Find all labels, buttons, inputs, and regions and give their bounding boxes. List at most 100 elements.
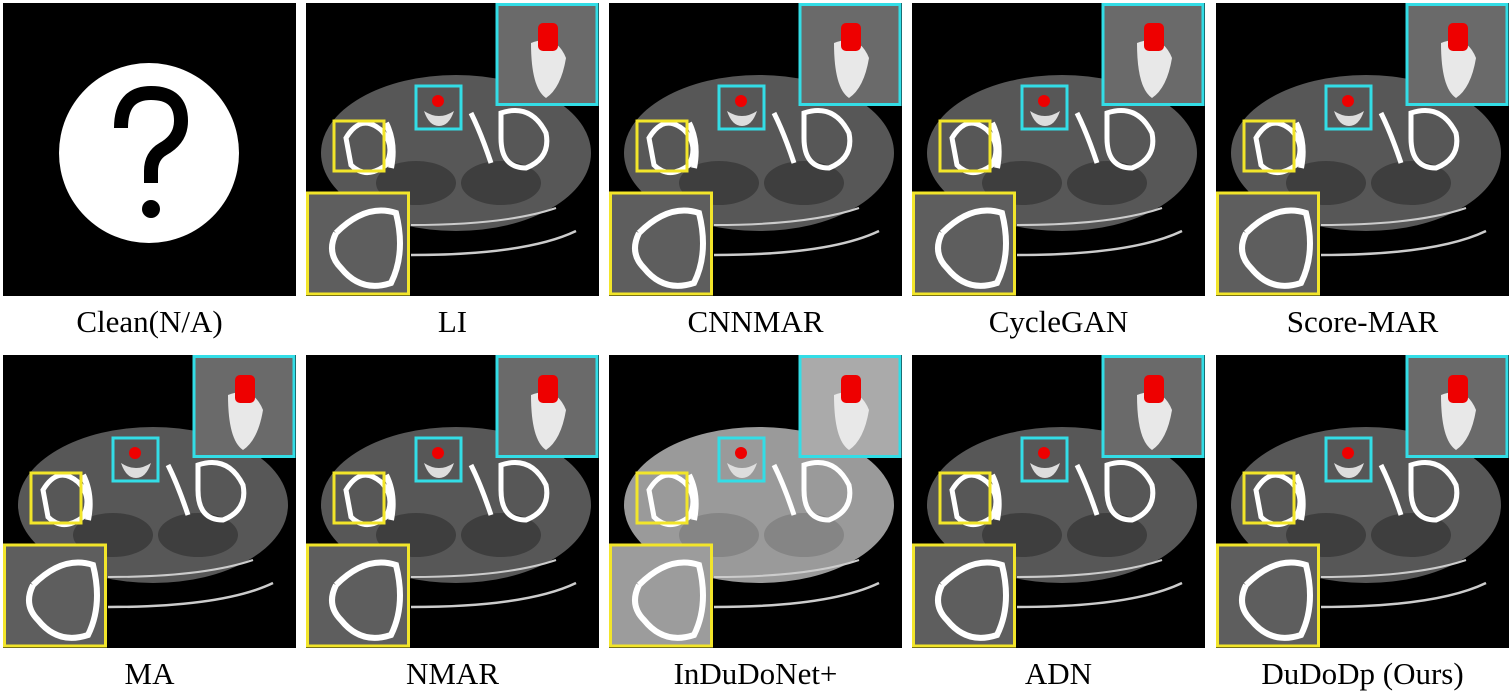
metal bbox=[1038, 447, 1050, 459]
bone bbox=[383, 473, 396, 521]
roi-box bbox=[635, 119, 689, 173]
roi-box bbox=[111, 436, 160, 483]
bone bbox=[498, 108, 550, 171]
bone bbox=[632, 559, 706, 641]
roi-box bbox=[938, 471, 992, 525]
muscle bbox=[461, 513, 541, 557]
couch bbox=[1320, 229, 1487, 257]
bone bbox=[632, 207, 706, 289]
couch bbox=[1016, 581, 1183, 609]
panel bbox=[3, 355, 296, 648]
bone bbox=[195, 460, 247, 523]
panel bbox=[3, 3, 296, 296]
panel bbox=[1216, 355, 1509, 648]
bone bbox=[727, 463, 757, 478]
couch bbox=[107, 559, 254, 578]
bone bbox=[989, 473, 1002, 521]
roi-box bbox=[717, 84, 766, 131]
bone bbox=[1104, 108, 1156, 171]
metal bbox=[1342, 447, 1354, 459]
couch bbox=[713, 207, 860, 226]
couch bbox=[410, 559, 557, 578]
panel-label: CNNMAR bbox=[687, 304, 823, 339]
bone bbox=[1137, 392, 1172, 450]
bone bbox=[1239, 207, 1313, 289]
roi-box bbox=[29, 471, 83, 525]
metal bbox=[841, 375, 861, 403]
couch bbox=[107, 581, 274, 609]
bone bbox=[424, 463, 454, 478]
couch bbox=[713, 229, 880, 257]
muscle bbox=[1371, 161, 1451, 205]
bone bbox=[329, 559, 403, 641]
bone bbox=[1441, 392, 1476, 450]
metal bbox=[735, 95, 747, 107]
couch bbox=[1320, 559, 1467, 578]
bone bbox=[771, 463, 797, 516]
roi-box bbox=[1324, 436, 1373, 483]
roi-box bbox=[1324, 84, 1373, 131]
panel bbox=[912, 3, 1205, 296]
roi-box bbox=[332, 471, 386, 525]
bone bbox=[834, 40, 869, 98]
bone bbox=[1408, 460, 1460, 523]
metal bbox=[432, 447, 444, 459]
panel-label: ADN bbox=[1025, 656, 1092, 691]
bone bbox=[121, 463, 151, 478]
bone bbox=[468, 463, 494, 516]
bone bbox=[801, 460, 853, 523]
panel bbox=[306, 355, 599, 648]
bone bbox=[1074, 111, 1100, 164]
muscle bbox=[158, 513, 238, 557]
couch bbox=[1016, 207, 1163, 226]
bone bbox=[1334, 463, 1364, 478]
question-mark bbox=[114, 85, 189, 183]
muscle bbox=[764, 513, 844, 557]
panel bbox=[912, 355, 1205, 648]
metal bbox=[1144, 23, 1164, 51]
metal bbox=[432, 95, 444, 107]
bone bbox=[1104, 460, 1156, 523]
bone bbox=[1378, 111, 1404, 164]
bone bbox=[834, 392, 869, 450]
metal bbox=[1038, 95, 1050, 107]
roi-box bbox=[332, 119, 386, 173]
roi-box bbox=[635, 471, 689, 525]
bone bbox=[329, 207, 403, 289]
metal bbox=[538, 375, 558, 403]
muscle bbox=[1067, 161, 1147, 205]
bone bbox=[1378, 463, 1404, 516]
metal bbox=[235, 375, 255, 403]
panel bbox=[306, 3, 599, 296]
roi-box bbox=[1242, 119, 1296, 173]
bone bbox=[1334, 111, 1364, 126]
metal bbox=[538, 23, 558, 51]
couch bbox=[1320, 581, 1487, 609]
roi-box bbox=[1020, 84, 1069, 131]
couch bbox=[1320, 207, 1467, 226]
metal bbox=[841, 23, 861, 51]
bone bbox=[801, 108, 853, 171]
metal bbox=[735, 447, 747, 459]
bone bbox=[771, 111, 797, 164]
couch bbox=[713, 559, 860, 578]
roi-box bbox=[414, 84, 463, 131]
bone bbox=[1293, 121, 1306, 169]
bone bbox=[531, 40, 566, 98]
muscle bbox=[461, 161, 541, 205]
couch bbox=[713, 581, 880, 609]
bone bbox=[727, 111, 757, 126]
couch bbox=[410, 581, 577, 609]
couch bbox=[410, 229, 577, 257]
bone bbox=[935, 207, 1009, 289]
roi-box bbox=[414, 436, 463, 483]
question-dot bbox=[142, 200, 160, 218]
bone bbox=[1408, 108, 1460, 171]
metal bbox=[1342, 95, 1354, 107]
muscle bbox=[764, 161, 844, 205]
muscle bbox=[1067, 513, 1147, 557]
roi-box bbox=[938, 119, 992, 173]
roi-box bbox=[1020, 436, 1069, 483]
bone bbox=[1030, 111, 1060, 126]
bone bbox=[165, 463, 191, 516]
